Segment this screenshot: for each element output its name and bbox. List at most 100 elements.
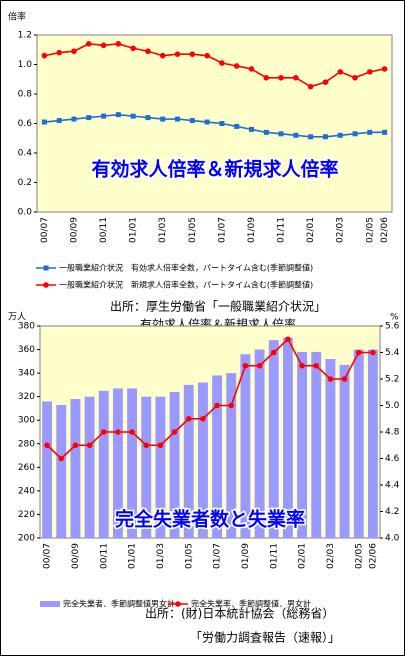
- x-tick-label: 01/07: [217, 217, 227, 243]
- point: [263, 74, 270, 81]
- bar: [112, 388, 123, 538]
- point: [41, 119, 47, 125]
- y-axis-label: 万人: [8, 312, 26, 323]
- x-tick-label: 01/01: [129, 217, 139, 243]
- x-tick-label: 01/09: [247, 217, 257, 243]
- point: [189, 51, 196, 57]
- point: [270, 349, 277, 356]
- point: [307, 83, 314, 90]
- x-tick-label: 01/05: [184, 543, 194, 569]
- bar: [297, 351, 308, 538]
- point: [322, 79, 329, 85]
- point: [145, 48, 151, 55]
- point: [341, 376, 348, 382]
- y-tick-label: 0.2: [18, 178, 32, 188]
- point: [72, 442, 79, 449]
- x-tick-label: 01/03: [158, 217, 168, 243]
- bar: [282, 337, 293, 538]
- point: [327, 376, 334, 382]
- point: [278, 131, 284, 137]
- bar: [42, 401, 53, 538]
- x-tick-label: 02/03: [326, 543, 336, 569]
- x-tick-label: 00/11: [99, 543, 109, 569]
- bar: [183, 384, 194, 538]
- point: [56, 49, 62, 56]
- x-tick-label: 00/09: [69, 217, 79, 243]
- point: [381, 66, 388, 72]
- point: [219, 121, 225, 126]
- bar: [353, 349, 364, 538]
- legend-label: 一般職業紹介状況 有効求人倍率全数，パートタイム含む(季節調整値): [59, 263, 313, 273]
- point: [352, 74, 358, 81]
- y-tick-label: 240: [18, 486, 35, 496]
- x-tick-label: 00/09: [71, 543, 81, 569]
- point: [41, 52, 48, 59]
- annotation: 有効求人倍率＆新規求人倍率: [91, 158, 338, 181]
- y-tick-label: 280: [18, 439, 35, 449]
- y-tick-label: 340: [18, 369, 35, 379]
- x-tick-label: 01/11: [277, 217, 287, 243]
- point: [44, 442, 50, 449]
- x-tick-label: 01/07: [213, 543, 223, 569]
- legend-marker: [43, 282, 49, 288]
- y-tick-label: 380: [18, 322, 35, 332]
- point: [85, 41, 92, 47]
- y2-tick-label: 5.4: [385, 348, 400, 358]
- point: [130, 113, 136, 119]
- point: [256, 362, 263, 369]
- x-tick-label: 01/03: [156, 543, 166, 569]
- x-tick-label: 01/05: [188, 217, 198, 243]
- bar: [212, 375, 223, 538]
- legend-label: 一般職業紹介状況 新規求人倍率全数，パートタイム含む(季節調整値): [59, 280, 313, 290]
- source: 「労働力調査報告（速報）」: [190, 631, 340, 645]
- point: [234, 123, 240, 129]
- point: [204, 52, 210, 59]
- point: [204, 119, 210, 125]
- point: [143, 442, 150, 449]
- y2-tick-label: 4.8: [385, 428, 400, 438]
- y-tick-label: 360: [18, 345, 35, 355]
- point: [313, 362, 320, 369]
- point: [145, 115, 151, 121]
- point: [175, 116, 181, 122]
- point: [160, 116, 166, 122]
- x-tick-label: 00/07: [40, 217, 50, 243]
- point: [352, 131, 358, 137]
- bar: [268, 340, 279, 538]
- x-tick-label: 02/06: [380, 217, 390, 243]
- annotation: 完全失業者数と失業率: [115, 508, 305, 531]
- y-tick-label: 1.0: [18, 60, 33, 70]
- point: [86, 115, 92, 121]
- x-tick-label: 01/09: [241, 543, 251, 569]
- x-tick-label: 02/01: [298, 543, 308, 569]
- bar: [98, 390, 109, 538]
- bar: [169, 391, 180, 538]
- y-tick-label: 200: [18, 534, 35, 544]
- point: [322, 134, 328, 140]
- point: [174, 51, 181, 57]
- y2-tick-label: 5.6: [385, 322, 400, 332]
- bar: [254, 349, 265, 538]
- point: [58, 455, 65, 462]
- x-tick-label: 02/01: [306, 217, 316, 243]
- point: [355, 349, 362, 356]
- y2-tick-label: 5.2: [385, 375, 399, 385]
- y-tick-label: 0.8: [18, 90, 33, 100]
- point: [214, 402, 220, 409]
- point: [228, 402, 235, 409]
- point: [242, 362, 249, 369]
- point: [293, 74, 299, 81]
- y2-tick-label: 4.0: [385, 534, 400, 544]
- point: [248, 126, 254, 132]
- y-tick-label: 1.2: [18, 31, 32, 41]
- legend-marker: [43, 265, 49, 271]
- bar: [240, 354, 251, 538]
- point: [200, 415, 206, 422]
- bar: [325, 358, 336, 538]
- point: [367, 129, 373, 135]
- x-tick-label: 02/05: [365, 217, 375, 243]
- x-tick-label: 02/06: [368, 543, 378, 569]
- bar: [127, 388, 138, 538]
- x-tick-label: 00/11: [99, 217, 109, 243]
- point: [337, 132, 343, 138]
